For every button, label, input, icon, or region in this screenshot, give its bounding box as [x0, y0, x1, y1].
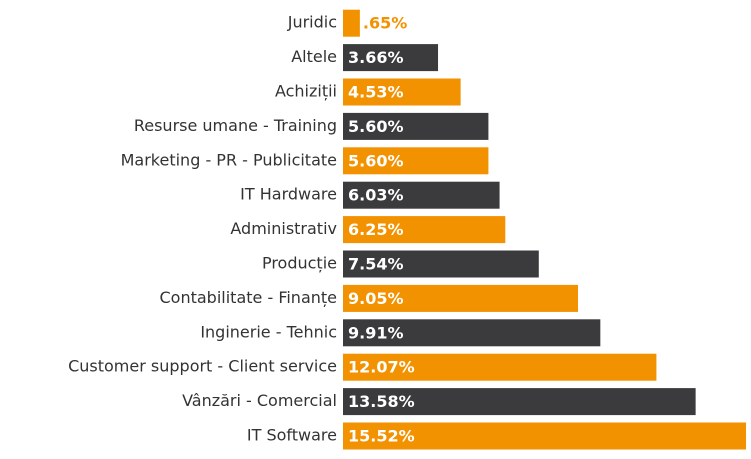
bar — [343, 388, 696, 416]
value-label: 6.25% — [348, 220, 404, 239]
value-label: 9.05% — [348, 289, 404, 308]
value-label: 5.60% — [348, 151, 404, 170]
value-label: .65% — [363, 14, 407, 33]
category-label: Resurse umane - Training — [134, 116, 337, 135]
bar — [343, 9, 360, 37]
bar — [343, 353, 657, 381]
value-label: 3.66% — [348, 48, 404, 67]
value-label: 12.07% — [348, 358, 415, 377]
value-label: 7.54% — [348, 255, 404, 274]
bar — [343, 44, 439, 72]
value-label: 5.60% — [348, 117, 404, 136]
bar — [343, 112, 489, 140]
category-label: Contabilitate - Finanțe — [160, 288, 338, 307]
category-label: Administrativ — [230, 219, 337, 238]
category-label: Producție — [262, 254, 337, 273]
category-label: Altele — [291, 47, 337, 66]
bar — [343, 319, 601, 347]
category-label: Inginerie - Tehnic — [200, 322, 337, 341]
value-label: 6.03% — [348, 186, 404, 205]
bar — [343, 422, 746, 450]
category-label: Marketing - PR - Publicitate — [121, 150, 337, 169]
category-label: Customer support - Client service — [68, 357, 337, 376]
bar — [343, 284, 578, 312]
bar — [343, 216, 506, 244]
category-label: Juridic — [287, 13, 337, 32]
bar — [343, 181, 500, 209]
value-label: 13.58% — [348, 392, 415, 411]
category-label: Vânzări - Comercial — [182, 391, 337, 410]
bar — [343, 250, 539, 278]
value-label: 4.53% — [348, 83, 404, 102]
value-label: 15.52% — [348, 427, 415, 446]
bar — [343, 147, 489, 175]
category-label: Achiziții — [275, 82, 337, 101]
bar — [343, 78, 461, 106]
category-label: IT Software — [247, 426, 337, 445]
value-label: 9.91% — [348, 323, 404, 342]
category-label: IT Hardware — [240, 185, 337, 204]
